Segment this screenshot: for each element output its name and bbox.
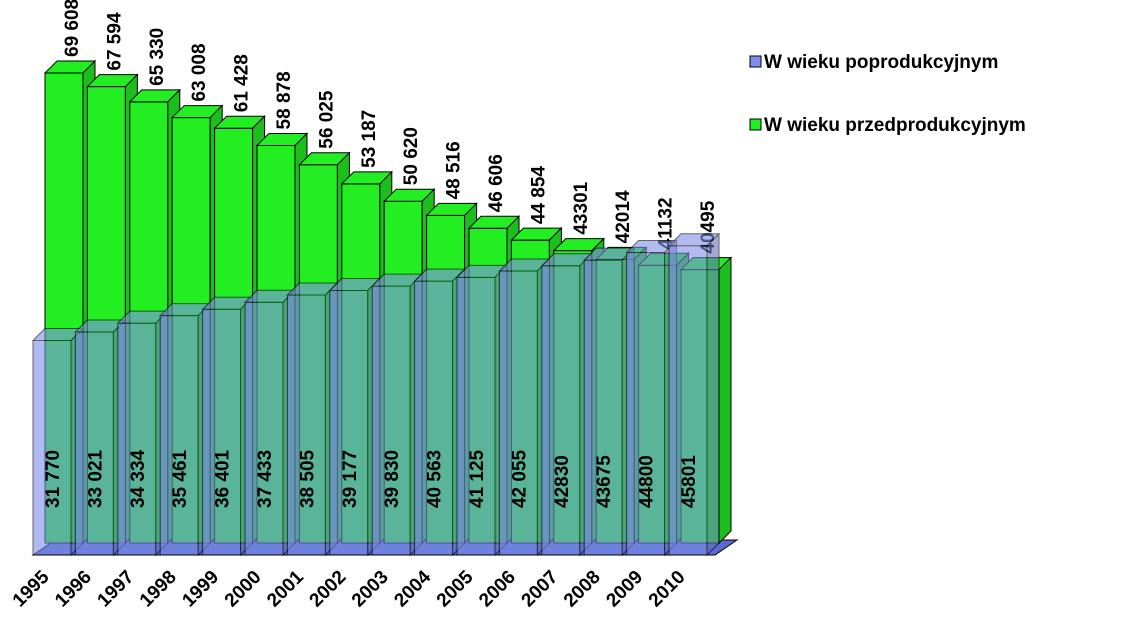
legend-label: W wieku przedprodukcyjnym [764, 115, 1026, 136]
bar-front [626, 252, 666, 556]
bar-front [541, 265, 581, 556]
value-label: 44 854 [528, 166, 549, 225]
x-tick-label: 1995 [9, 566, 54, 611]
bar-front [456, 276, 496, 556]
value-label: 63 008 [189, 43, 210, 101]
value-label: 50 620 [401, 127, 422, 185]
bar-front [583, 259, 623, 556]
value-label: 41 125 [467, 449, 488, 508]
legend-label: W wieku poprodukcyjnym [764, 52, 998, 73]
value-label: 67 594 [104, 12, 125, 71]
value-label: 33 021 [85, 449, 106, 508]
value-label: 35 461 [170, 449, 191, 508]
value-label: 43675 [594, 455, 615, 508]
x-tick-label: 2003 [348, 567, 393, 612]
value-label: 37 433 [255, 450, 276, 508]
x-tick-label: 2007 [518, 567, 563, 612]
value-label: 39 177 [340, 450, 361, 508]
x-tick-label: 1998 [136, 567, 181, 612]
value-label: 43301 [571, 181, 592, 234]
bar-front [117, 322, 157, 556]
bar-front [498, 270, 538, 556]
value-label: 40 563 [425, 450, 446, 508]
bar-side [718, 256, 732, 545]
bar [116, 309, 170, 557]
x-tick-label: 2000 [221, 567, 266, 612]
x-tick-label: 2008 [560, 567, 605, 612]
x-tick-label: 2009 [602, 567, 647, 612]
x-tick-label: 1997 [94, 567, 139, 612]
bar-side [706, 232, 720, 557]
bar-front [202, 308, 242, 556]
value-label: 61 428 [232, 54, 253, 112]
x-tick-label: 2010 [645, 567, 690, 612]
bar-front [32, 339, 72, 556]
bar-front [329, 289, 369, 556]
value-label: 38 505 [297, 449, 318, 508]
value-label: 42830 [552, 455, 573, 508]
bar [667, 232, 721, 557]
bar-front [668, 245, 708, 556]
x-tick-label: 2006 [475, 567, 520, 612]
legend-swatch [749, 55, 762, 68]
x-tick-label: 1996 [51, 567, 96, 612]
x-tick-label: 2004 [390, 566, 435, 611]
bar-front [286, 294, 326, 556]
x-tick-label: 1999 [178, 567, 223, 612]
bar-front [371, 285, 411, 556]
value-label: 56 025 [316, 90, 337, 149]
value-label: 36 401 [213, 449, 234, 508]
value-label: 42 055 [509, 449, 530, 508]
x-tick-label: 2001 [263, 566, 308, 611]
value-label: 42014 [613, 190, 634, 243]
value-label: 65 330 [147, 28, 168, 86]
bar-front [414, 280, 454, 556]
value-label: 31 770 [43, 450, 64, 508]
value-label: 69 608 [62, 0, 83, 57]
bar-front [159, 315, 199, 556]
value-label: 53 187 [359, 110, 380, 168]
value-label: 39 830 [382, 450, 403, 508]
value-label: 45801 [679, 455, 700, 508]
bar [540, 252, 594, 557]
x-tick-label: 2005 [433, 566, 478, 611]
x-tick-label: 2002 [306, 567, 351, 612]
value-label: 48 516 [444, 141, 465, 199]
value-label: 46 606 [486, 154, 507, 212]
value-label: 58 878 [274, 71, 295, 129]
value-label: 44800 [637, 455, 658, 508]
bar-front [74, 331, 114, 556]
value-label: 34 334 [128, 449, 149, 508]
value-label: 41132 [656, 197, 677, 249]
legend-swatch [749, 118, 762, 131]
bar-front [244, 301, 284, 556]
